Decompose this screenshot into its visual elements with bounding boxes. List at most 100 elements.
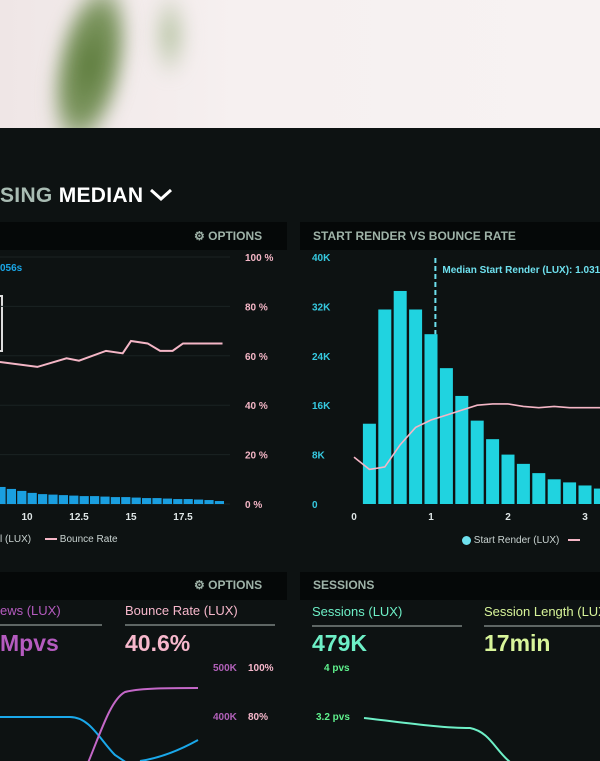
- right-panel-header: [300, 222, 600, 250]
- axis-label: 80%: [248, 712, 269, 723]
- title-main: MEDIAN: [58, 184, 144, 207]
- bar: [100, 496, 110, 504]
- x-tick-label: 12.5: [69, 512, 89, 523]
- bar: [501, 454, 515, 504]
- bar: [214, 501, 224, 504]
- bar: [547, 479, 561, 504]
- kpi-label: Bounce Rate (LUX): [125, 603, 238, 618]
- bar: [204, 500, 214, 504]
- bar: [593, 488, 600, 504]
- x-tick-label: 0: [351, 512, 357, 523]
- axis-label: 400K: [213, 712, 237, 723]
- bar: [48, 494, 58, 504]
- y-tick-label: 60 %: [245, 352, 268, 363]
- legend-item-start-render: Start Render (LUX): [462, 535, 581, 546]
- x-tick-label: 10: [21, 512, 33, 523]
- legend-label: Bounce Rate: [59, 534, 118, 545]
- left-panel-header: [0, 222, 287, 250]
- bar: [486, 439, 500, 504]
- bar: [6, 488, 17, 504]
- blurred-plant: [150, 0, 190, 80]
- y-tick-label: 40K: [312, 253, 331, 264]
- kpi-value: 17min: [484, 630, 551, 656]
- bar: [0, 486, 6, 504]
- bounce-rate-line: [0, 339, 223, 368]
- median-label: Median Start Render (LUX): 1.031s: [442, 265, 600, 276]
- sessions-header: [300, 572, 600, 600]
- session-trend-chart: [363, 717, 511, 761]
- x-tick-label: 2: [505, 512, 511, 523]
- bar: [393, 290, 407, 504]
- bar: [455, 395, 469, 504]
- bar: [131, 497, 141, 504]
- bar: [152, 498, 162, 504]
- x-tick-label: 17.5: [173, 512, 193, 523]
- divider: [0, 624, 102, 626]
- bar: [79, 496, 89, 504]
- kpi-label: Session Length (LUX): [484, 604, 600, 619]
- kpi-value: Mpvs: [0, 630, 59, 656]
- bar: [362, 423, 376, 504]
- median-label: 056s: [0, 263, 23, 274]
- pageviews-line: [0, 716, 126, 761]
- axis-label: 3.2 pvs: [316, 712, 350, 723]
- bar: [58, 495, 68, 504]
- bar: [563, 482, 577, 504]
- bar: [121, 497, 131, 504]
- title-prefix: SING: [0, 184, 53, 207]
- kpi-label: Sessions (LUX): [312, 604, 403, 619]
- tooltip-box: [0, 295, 3, 352]
- y-tick-label: 40 %: [245, 401, 268, 412]
- bar: [173, 499, 183, 504]
- bar: [90, 496, 100, 504]
- page-title[interactable]: SING MEDIAN: [0, 184, 173, 208]
- bar: [424, 334, 438, 504]
- start-render-chart: 40K 32K 24K 16K 8K 0 0 1 2 3 Median Start Render (…: [312, 253, 600, 523]
- y-tick-label: 24K: [312, 352, 331, 363]
- bar: [516, 463, 530, 504]
- bar: [162, 498, 172, 504]
- y-tick-label: 32K: [312, 302, 331, 313]
- bar: [38, 494, 48, 504]
- blurred-plant: [38, 0, 142, 130]
- kpi-label: ews (LUX): [0, 603, 61, 618]
- y-tick-label: 100 %: [245, 253, 273, 264]
- panel-title: SESSIONS: [313, 578, 375, 592]
- axis-label: 500K: [213, 663, 237, 674]
- axis-label: 4 pvs: [324, 663, 350, 674]
- bar: [194, 499, 204, 504]
- background-wall: [0, 0, 600, 130]
- axis-label: 100%: [248, 663, 274, 674]
- panel-title: START RENDER VS BOUNCE RATE: [313, 229, 516, 243]
- chevron-down-icon: [150, 188, 173, 202]
- bar: [578, 485, 592, 504]
- kpi-value: 40.6%: [125, 630, 191, 656]
- bounce-rate-line: [353, 403, 600, 471]
- divider: [312, 625, 462, 627]
- x-tick-label: 1: [428, 512, 434, 523]
- options-button[interactable]: ⚙ OPTIONS: [194, 578, 262, 592]
- legend-item-load: l (LUX): [0, 534, 32, 545]
- page-views-chart: 100 % 80 % 60 % 40 % 20 % 0 % 10 12.5 15 17.5: [0, 253, 273, 523]
- pageviews-trend-chart: [0, 687, 199, 761]
- bar: [17, 490, 27, 504]
- kpi-value: 479K: [312, 630, 367, 656]
- y-tick-label: 0: [312, 500, 318, 511]
- y-tick-label: 16K: [312, 401, 331, 412]
- bar: [532, 473, 546, 504]
- bar: [69, 495, 79, 504]
- gear-icon: ⚙: [194, 229, 205, 243]
- legend-item-bounce: Bounce Rate: [45, 534, 118, 545]
- options-label: OPTIONS: [208, 578, 263, 592]
- pageviews-line-tail: [139, 739, 199, 761]
- bar: [378, 309, 392, 504]
- legend-label: Start Render (LUX): [473, 535, 560, 546]
- options-button[interactable]: ⚙ OPTIONS: [194, 229, 262, 243]
- divider: [484, 625, 600, 627]
- session-line: [363, 717, 511, 761]
- options-label: OPTIONS: [208, 229, 263, 243]
- y-tick-label: 80 %: [245, 302, 268, 313]
- bounce-line: [87, 687, 199, 761]
- bar: [142, 498, 152, 504]
- divider: [125, 624, 275, 626]
